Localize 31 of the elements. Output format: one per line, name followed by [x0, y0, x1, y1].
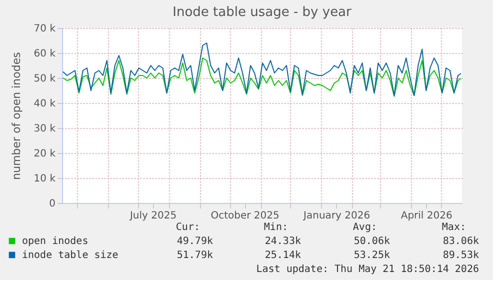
text: 83.06k — [442, 236, 479, 247]
x-tick-label: October 2025 — [210, 210, 280, 222]
y-tick-label: 40 k — [34, 98, 56, 110]
text: Avg: — [352, 222, 377, 233]
y-tick-label: 30 k — [34, 124, 56, 134]
line-series — [62, 42, 462, 96]
x-tick-label: July 2025 — [128, 210, 177, 222]
text: 24.33k — [264, 236, 301, 247]
y-axis-title: number of open inodes — [10, 52, 23, 180]
text: Cur: — [176, 222, 200, 233]
text: Min: — [264, 222, 288, 233]
text: 89.53k — [442, 250, 479, 261]
legend-label: open inodes — [22, 236, 88, 247]
y-tick-label: 20 k — [34, 148, 56, 160]
legend-label: inode table size — [22, 250, 118, 261]
text: Last update: Thu May 21 18:50:14 2026 — [256, 264, 479, 275]
y-tick-label: 70 k — [34, 24, 56, 34]
x-tick-label: April 2026 — [400, 210, 452, 222]
text: 50.06k — [354, 236, 390, 247]
text: Max: — [442, 222, 466, 233]
line-series — [62, 58, 462, 97]
chart-title: Inode table usage - by year — [172, 5, 352, 20]
text: 53.25k — [354, 250, 390, 261]
y-tick-label: 60 k — [34, 48, 56, 60]
y-tick-label: 10 k — [34, 174, 56, 184]
text: 49.79k — [176, 236, 213, 247]
y-tick-label: 0 — [49, 198, 56, 210]
text: 51.79k — [176, 250, 213, 261]
text: 25.14k — [264, 250, 301, 261]
y-tick-label: 50 k — [34, 74, 56, 84]
x-tick-label: January 2026 — [302, 210, 370, 222]
